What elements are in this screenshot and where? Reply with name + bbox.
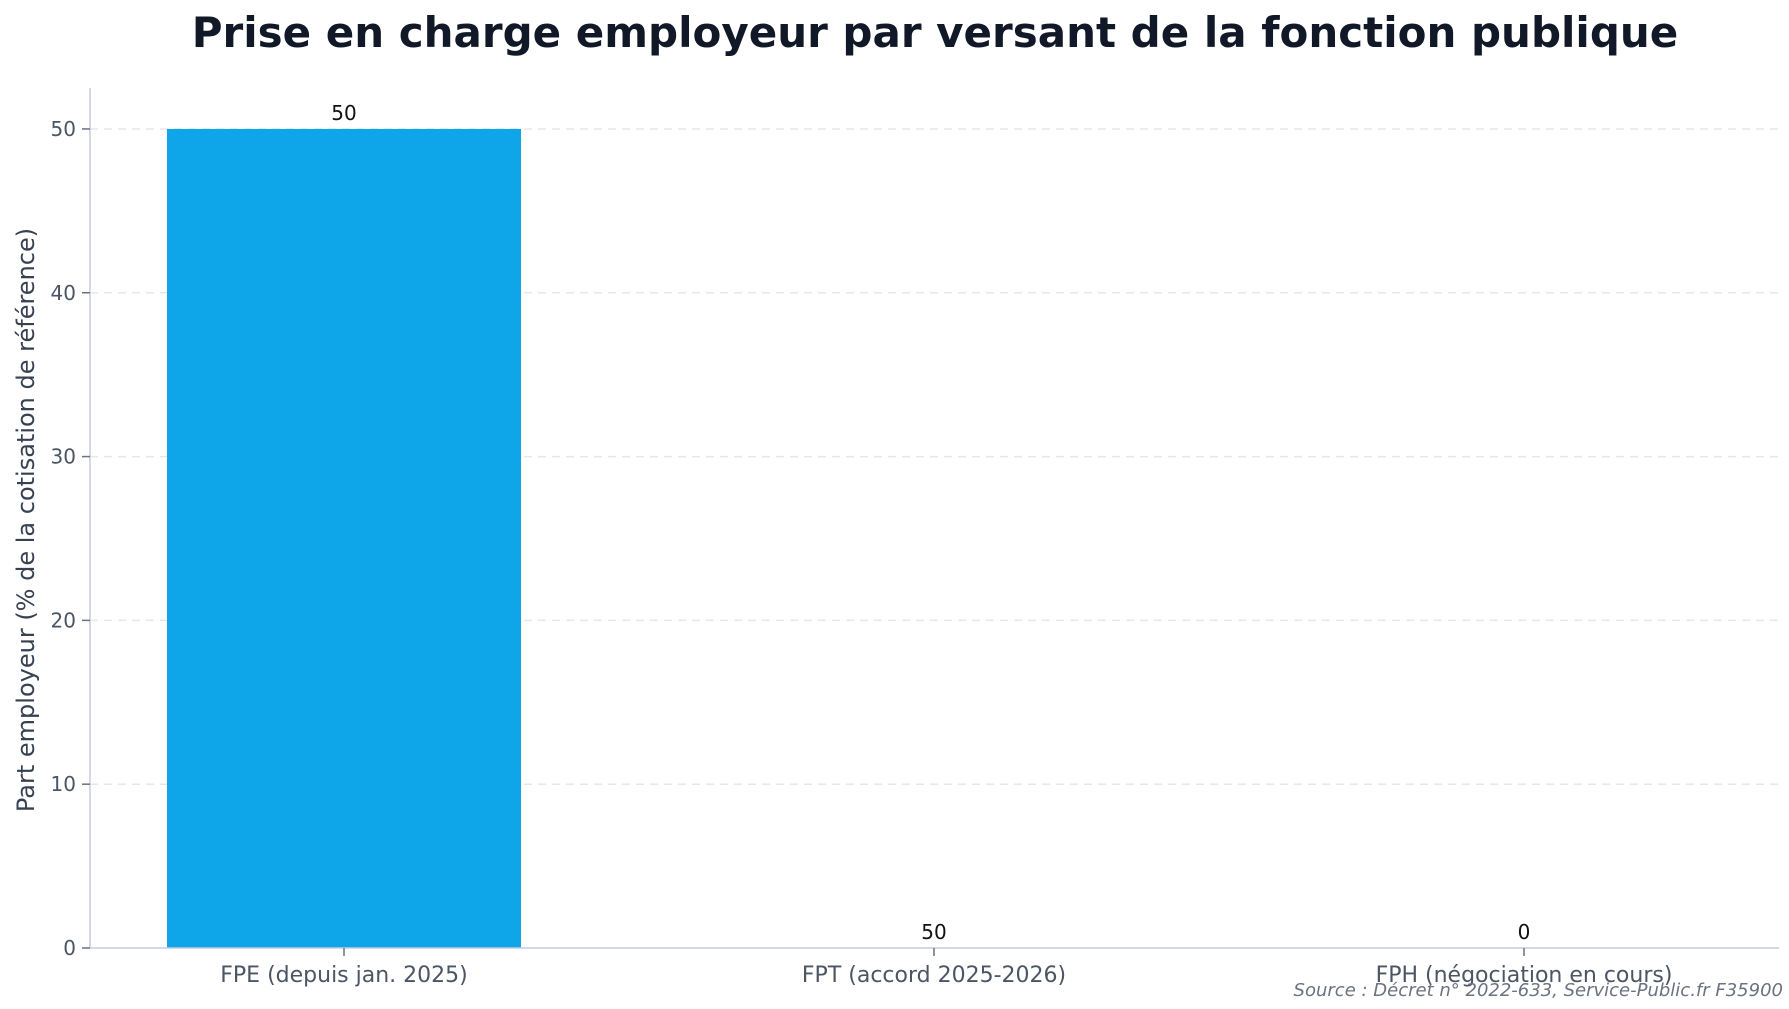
source-note: Source : Décret n° 2022-633, Service-Pub… <box>1294 980 1783 1001</box>
value-labels: 50 50 0 <box>331 101 1530 944</box>
y-tick-label: 40 <box>51 281 76 305</box>
y-tick-label: 20 <box>51 608 76 632</box>
x-tick-label: FPH (négociation en cours) <box>1376 963 1673 988</box>
bar-value-label: 50 <box>331 101 356 125</box>
x-axis-ticks: FPE (depuis jan. 2025) FPT (accord 2025-2… <box>220 948 1672 988</box>
y-tick-label: 10 <box>51 772 76 796</box>
chart-title: Prise en charge employeur par versant de… <box>192 8 1679 57</box>
x-tick-label: FPE (depuis jan. 2025) <box>220 963 467 988</box>
y-tick-label: 30 <box>51 445 76 469</box>
y-axis-ticks: 0 10 20 30 40 50 <box>51 117 90 960</box>
y-tick-label: 0 <box>63 936 76 960</box>
bar-value-label: 0 <box>1518 920 1531 944</box>
bars <box>167 128 521 948</box>
x-tick-label: FPT (accord 2025-2026) <box>802 963 1066 988</box>
bar <box>167 128 521 948</box>
y-axis-label: Part employeur (% de la cotisation de ré… <box>12 228 40 812</box>
y-tick-label: 50 <box>51 117 76 141</box>
bar-value-label: 50 <box>921 920 946 944</box>
